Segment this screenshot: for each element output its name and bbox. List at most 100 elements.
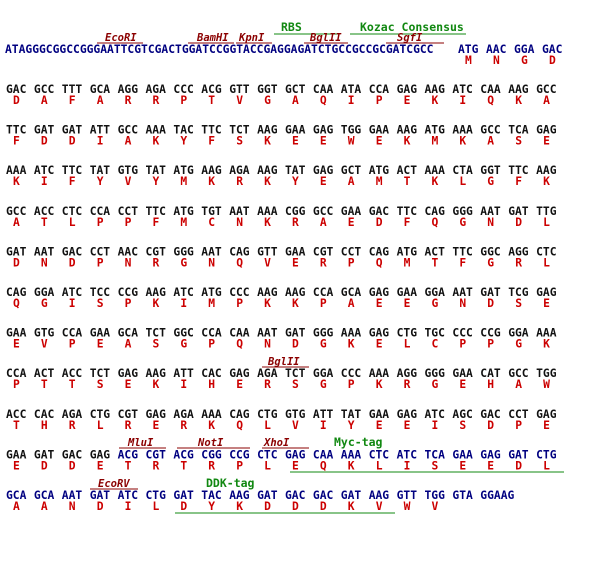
- codon: ATG: [425, 124, 446, 137]
- amino-acid: Q: [487, 94, 494, 107]
- codon: GAT: [6, 245, 27, 258]
- codon: TAT: [285, 164, 306, 177]
- amino-acid: W: [543, 378, 550, 391]
- codon: GAT: [508, 205, 529, 218]
- amino-acid: G: [264, 94, 271, 107]
- codon: GAT: [34, 448, 55, 461]
- codon: AAT: [34, 245, 55, 258]
- codon: ATT: [313, 408, 334, 421]
- codon: AAT: [257, 327, 278, 340]
- codon: GTT: [229, 83, 250, 96]
- amino-acid: L: [543, 256, 550, 269]
- amino-acid: L: [264, 419, 271, 432]
- amino-acid: S: [432, 459, 439, 472]
- codon: ATA: [341, 83, 362, 96]
- noti-label: NotI: [197, 437, 224, 449]
- amino-acid: E: [543, 297, 550, 310]
- codon: TTC: [62, 164, 82, 177]
- codon: GTT: [257, 245, 278, 258]
- amino-acid: R: [236, 175, 243, 188]
- amino-acid: M: [432, 135, 439, 148]
- codon: AAG: [397, 124, 418, 137]
- amino-acid: G: [487, 256, 494, 269]
- amino-acid: N: [264, 338, 271, 351]
- codon: TGT: [201, 205, 222, 218]
- amino-acid: R: [153, 459, 160, 472]
- codon: AGA: [257, 367, 278, 380]
- codon: CCG: [118, 286, 139, 299]
- codon: GAG: [118, 367, 139, 380]
- codon: ATG: [201, 286, 222, 299]
- codon: GAT: [34, 124, 55, 137]
- amino-acid: L: [264, 459, 271, 472]
- amino-acid: E: [543, 419, 550, 432]
- codon: GAG: [397, 408, 418, 421]
- codon: GAA: [452, 448, 473, 461]
- amino-acid: P: [487, 338, 494, 351]
- codon: CAG: [229, 245, 250, 258]
- codon: TAT: [90, 164, 111, 177]
- codon: TGC: [425, 327, 445, 340]
- amino-acid: I: [180, 297, 187, 310]
- amino-acid: P: [13, 378, 20, 391]
- codon: AAG: [257, 124, 278, 137]
- amino-acid: L: [404, 338, 411, 351]
- amino-acid: E: [376, 297, 383, 310]
- codon: AGG: [397, 367, 418, 380]
- codon: CTC: [536, 245, 556, 258]
- codon: GAA: [452, 367, 473, 380]
- amino-acid: Y: [292, 175, 299, 188]
- amino-acid: E: [236, 378, 243, 391]
- amino-acid: K: [264, 297, 271, 310]
- codon: CTG: [536, 448, 557, 461]
- amino-acid: D: [13, 256, 20, 269]
- amino-acid: N: [487, 216, 494, 229]
- amino-acid: Q: [320, 94, 327, 107]
- codon: AAA: [341, 327, 362, 340]
- amino-acid: E: [13, 459, 20, 472]
- amino-acid: H: [41, 419, 48, 432]
- codon: CAG: [229, 408, 250, 421]
- codon: GCC: [118, 124, 138, 137]
- amino-acid: I: [69, 297, 76, 310]
- amino-acid: E: [125, 378, 132, 391]
- xhoi-label: XhoI: [263, 437, 290, 449]
- amino-acid: R: [153, 94, 160, 107]
- codon: ATC: [173, 286, 193, 299]
- amino-acid: G: [320, 378, 327, 391]
- codon: AAG: [508, 83, 529, 96]
- codon: CCC: [173, 83, 193, 96]
- codon: AAG: [229, 489, 250, 502]
- codon: TTG: [536, 205, 557, 218]
- amino-acid: S: [236, 135, 243, 148]
- amino-acid: V: [41, 338, 48, 351]
- kpni-label: KpnI: [238, 32, 265, 44]
- amino-acid: V: [292, 419, 299, 432]
- codon: AGA: [62, 408, 83, 421]
- codon: TCT: [90, 367, 111, 380]
- codon: GCA: [6, 489, 27, 502]
- codon: TGG: [341, 124, 362, 137]
- amino-acid: K: [153, 297, 160, 310]
- amino-acid: G: [515, 338, 522, 351]
- amino-acid: I: [348, 94, 355, 107]
- codon: GCT: [341, 164, 362, 177]
- rbs-label: RBS: [281, 20, 302, 34]
- amino-acid: E: [376, 338, 383, 351]
- amino-acid: N: [236, 216, 243, 229]
- amino-acid: E: [543, 135, 550, 148]
- codon: TCT: [229, 124, 250, 137]
- codon: CCA: [90, 205, 111, 218]
- codon: CCA: [201, 327, 222, 340]
- codon: CTG: [90, 408, 111, 421]
- codon: GAC: [480, 408, 500, 421]
- amino-acid: V: [376, 500, 383, 513]
- amino-acid: F: [69, 94, 76, 107]
- amino-acid: T: [41, 378, 48, 391]
- amino-acid: Y: [153, 175, 160, 188]
- codon: TGG: [536, 367, 557, 380]
- amino-acid: S: [459, 419, 466, 432]
- codon: ACC: [62, 367, 82, 380]
- codon: GAT: [257, 489, 278, 502]
- codon: AAG: [536, 164, 557, 177]
